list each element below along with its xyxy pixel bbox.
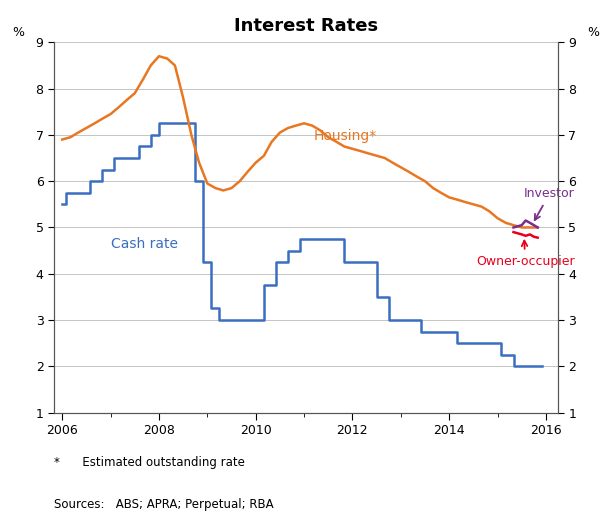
Text: Sources:   ABS; APRA; Perpetual; RBA: Sources: ABS; APRA; Perpetual; RBA [54, 498, 274, 511]
Title: Interest Rates: Interest Rates [234, 17, 378, 35]
Text: %: % [13, 25, 25, 39]
Text: Cash rate: Cash rate [110, 238, 178, 251]
Text: %: % [587, 25, 599, 39]
Text: *      Estimated outstanding rate: * Estimated outstanding rate [54, 455, 245, 469]
Text: Owner-occupier: Owner-occupier [476, 241, 574, 268]
Text: Investor: Investor [524, 187, 575, 220]
Text: Housing*: Housing* [314, 129, 377, 142]
